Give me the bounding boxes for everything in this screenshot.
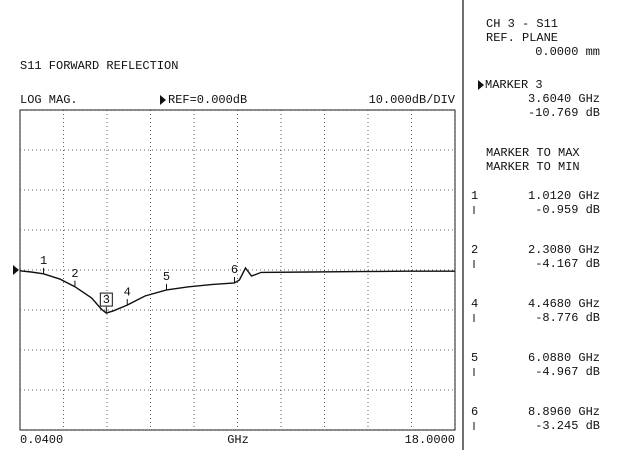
active-marker-freq: 3.6040 GHz — [528, 92, 600, 106]
marker-label: 4 — [124, 285, 131, 299]
channel-label: CH 3 - S11 — [486, 17, 558, 31]
chart-title: S11 FORWARD REFLECTION — [20, 59, 178, 73]
active-marker-value: -10.769 dB — [528, 106, 600, 120]
x-tick-label: 18.0000 — [405, 433, 455, 447]
list-marker-number: 6 — [471, 405, 478, 419]
list-marker-value: -4.167 dB — [535, 257, 600, 271]
marker-label: 3 — [103, 293, 110, 307]
list-marker-freq: 2.3080 GHz — [528, 243, 600, 257]
list-marker-number: 5 — [471, 351, 478, 365]
x-axis-label: GHz — [227, 433, 249, 447]
scale-label: 10.000dB/DIV — [369, 93, 456, 107]
reference-label: REF=0.000dB — [168, 93, 247, 107]
marker-label: 6 — [231, 263, 238, 277]
list-marker-freq: 8.8960 GHz — [528, 405, 600, 419]
active-marker-glyph — [478, 80, 484, 90]
function-label: MARKER TO MIN — [486, 160, 580, 174]
reference-marker — [13, 265, 19, 275]
function-label: MARKER TO MAX — [486, 146, 580, 160]
list-marker-number: 2 — [471, 243, 478, 257]
list-marker-value: -3.245 dB — [535, 419, 600, 433]
marker-label: 1 — [40, 254, 47, 268]
list-marker-freq: 4.4680 GHz — [528, 297, 600, 311]
ref-pointer-glyph — [160, 95, 166, 105]
active-marker-title: MARKER 3 — [485, 78, 543, 92]
active-marker-box — [99, 292, 113, 307]
format-label: LOG MAG. — [20, 93, 78, 107]
trace — [19, 266, 455, 314]
list-marker-number: 1 — [471, 189, 478, 203]
ref-plane-label: REF. PLANE — [486, 31, 558, 45]
marker-label: 2 — [71, 267, 78, 281]
list-marker-freq: 6.0880 GHz — [528, 351, 600, 365]
list-marker-value: -8.776 dB — [535, 311, 600, 325]
list-marker-value: -4.967 dB — [535, 365, 600, 379]
marker-label: 5 — [163, 270, 170, 284]
x-tick-label: 0.0400 — [20, 433, 63, 447]
ref-plane-value: 0.0000 mm — [535, 45, 600, 59]
list-marker-number: 4 — [471, 297, 478, 311]
list-marker-freq: 1.0120 GHz — [528, 189, 600, 203]
list-marker-value: -0.959 dB — [535, 203, 600, 217]
